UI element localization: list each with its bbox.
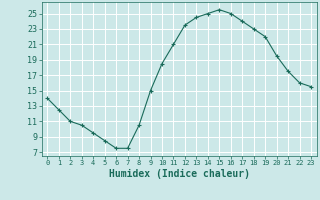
X-axis label: Humidex (Indice chaleur): Humidex (Indice chaleur) — [109, 169, 250, 179]
